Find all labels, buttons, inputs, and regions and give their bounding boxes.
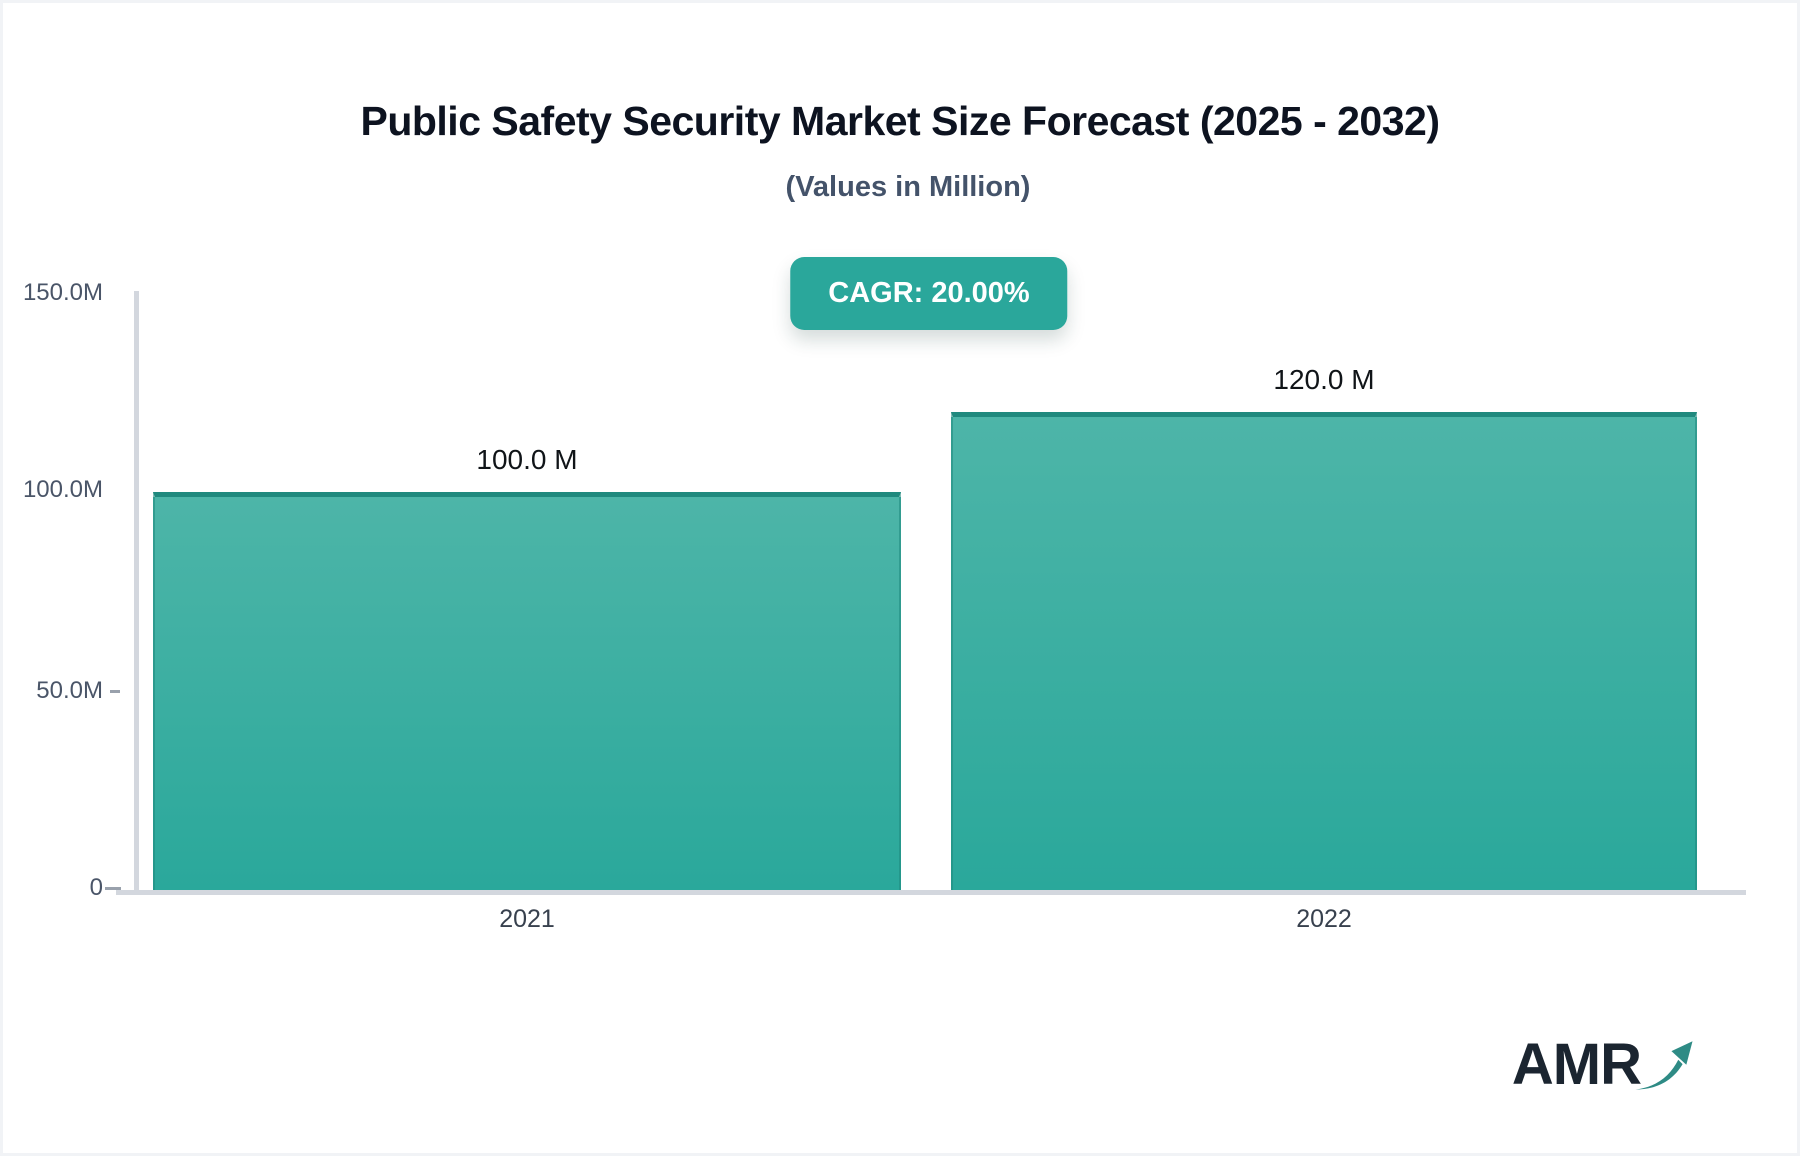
bar-2021 — [153, 492, 901, 890]
y-axis-tick-mark — [105, 887, 121, 890]
y-axis-tick-label: 0 — [89, 874, 103, 901]
x-axis-category-label: 2022 — [1296, 905, 1352, 933]
amr-logo: AMR — [1512, 1033, 1695, 1097]
y-axis-tick-label: 50.0M — [36, 677, 103, 704]
x-axis-line — [116, 890, 1746, 895]
y-axis-line — [134, 291, 139, 891]
bar-2022 — [951, 412, 1697, 890]
amr-logo-text: AMR — [1511, 1032, 1642, 1097]
chart-subtitle: (Values in Million) — [785, 171, 1031, 203]
y-axis-tick-label: 150.0M — [22, 279, 103, 306]
cagr-badge: CAGR: 20.00% — [790, 257, 1068, 330]
chart-title: Public Safety Security Market Size Forec… — [360, 98, 1440, 144]
bar-value-label: 120.0 M — [1273, 364, 1375, 395]
y-axis-tick-label: 100.0M — [22, 476, 103, 503]
x-axis-category-label: 2021 — [499, 905, 555, 933]
bar-value-label: 100.0 M — [476, 444, 578, 475]
growth-arrow-icon — [1635, 1041, 1693, 1090]
y-axis-tick-mark — [110, 690, 120, 693]
